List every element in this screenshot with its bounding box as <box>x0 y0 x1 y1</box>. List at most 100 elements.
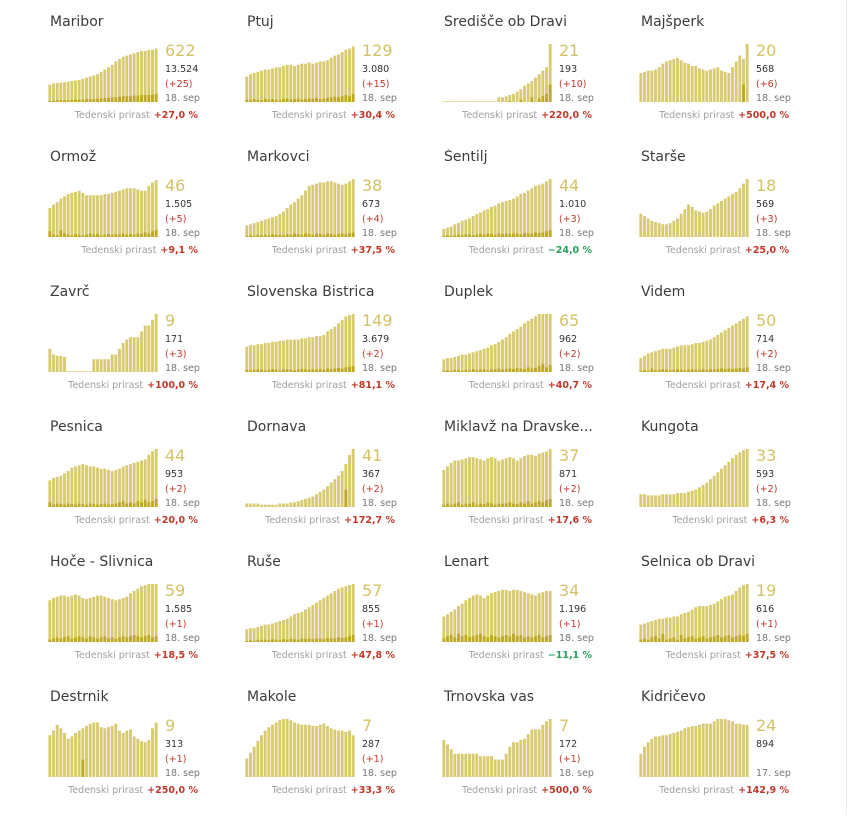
bar-daily <box>475 234 479 237</box>
weekly-growth-label: Tedenski prirast <box>462 785 538 796</box>
date-label: 18. sep <box>362 93 397 104</box>
bar-7day <box>99 727 103 777</box>
bar-daily <box>534 232 537 237</box>
daily-delta-value: (+2) <box>756 349 778 360</box>
bar-daily <box>249 640 252 642</box>
total-cases-value: 1.585 <box>165 604 193 615</box>
bar-7day <box>690 344 694 372</box>
bar-7day <box>81 78 85 102</box>
bar-7day <box>282 66 285 102</box>
weekly-growth-row: Tedenski prirast +33,3 % <box>272 785 395 796</box>
bar-daily <box>271 639 274 642</box>
bar-7day <box>453 753 457 777</box>
active-cases-value: 9 <box>165 311 176 330</box>
bar-daily <box>333 638 337 642</box>
bar-7day <box>442 616 446 642</box>
bar-7day <box>74 594 77 642</box>
total-cases-value: 962 <box>559 334 578 345</box>
bar-7day <box>125 339 129 372</box>
bar-7day <box>723 71 727 102</box>
weekly-growth-value: +37,5 % <box>350 245 395 256</box>
bar-7day <box>442 228 446 237</box>
bar-7day <box>107 727 110 777</box>
bar-daily <box>464 234 468 237</box>
weekly-growth-value: +142,9 % <box>738 785 789 796</box>
bar-7day <box>453 101 457 102</box>
bar-7day <box>129 729 132 777</box>
bar-7day <box>530 81 534 102</box>
bar-7day <box>151 319 154 372</box>
bar-7day <box>460 354 464 372</box>
bar-daily <box>304 369 307 372</box>
weekly-growth-row: Tedenski prirast +30,4 % <box>272 110 395 121</box>
total-cases-value: 714 <box>756 334 775 345</box>
bar-7day <box>661 618 665 642</box>
bar-daily <box>99 637 103 642</box>
weekly-growth-label: Tedenski prirast <box>271 245 347 256</box>
bar-7day <box>285 339 289 372</box>
weekly-growth-label: Tedenski prirast <box>74 650 150 661</box>
bar-7day <box>293 202 296 237</box>
bar-7day <box>285 719 289 777</box>
bar-daily <box>85 638 88 642</box>
bar-7day <box>48 600 52 642</box>
bar-daily <box>471 502 475 507</box>
bar-7day <box>526 454 530 507</box>
bar-daily <box>293 370 296 372</box>
bar-7day <box>679 345 683 372</box>
bar-7day <box>245 629 249 642</box>
bar-7day <box>107 469 110 507</box>
weekly-growth-value: +17,6 % <box>547 515 592 526</box>
bar-daily <box>504 233 508 237</box>
bar-daily <box>121 636 125 642</box>
bar-7day <box>650 220 654 237</box>
bar-daily <box>712 369 716 372</box>
bar-7day <box>296 501 300 507</box>
bar-daily <box>493 636 497 642</box>
bar-7day <box>344 731 348 777</box>
bar-7day <box>307 607 311 642</box>
bar-daily <box>541 502 545 507</box>
bar-7day <box>63 356 66 372</box>
bar-7day <box>285 503 289 507</box>
bar-7day <box>523 738 526 777</box>
bar-daily <box>256 369 260 372</box>
bar-daily <box>143 95 147 102</box>
municipality-name: Slovenska Bistrica <box>247 284 375 300</box>
bar-7day <box>271 724 274 777</box>
bar-7day <box>523 323 526 372</box>
bar-7day <box>48 480 52 507</box>
bar-7day <box>490 101 493 102</box>
active-cases-value: 9 <box>165 716 176 735</box>
bar-7day <box>486 458 490 507</box>
bar-7day <box>318 336 322 372</box>
bar-daily <box>479 503 482 507</box>
bar-7day <box>52 730 55 777</box>
municipality-card: Duplek 65 962 (+2) 18. sep Tedenski prirast +4… <box>442 284 632 414</box>
date-label: 17. sep <box>756 768 791 779</box>
bar-daily <box>351 366 355 372</box>
bar-daily <box>731 369 734 372</box>
bar-daily <box>501 636 504 642</box>
bar-daily <box>267 369 271 372</box>
bar-daily <box>318 99 322 102</box>
bar-daily <box>676 639 679 642</box>
bar-7day <box>512 93 515 102</box>
bar-daily <box>534 502 537 507</box>
bar-7day <box>486 756 490 777</box>
total-cases-value: 313 <box>165 739 184 750</box>
bar-7day <box>668 494 672 507</box>
bar-7day <box>479 212 482 237</box>
bar-daily <box>479 633 482 642</box>
bar-7day <box>107 359 110 372</box>
bar-7day <box>77 595 81 642</box>
bar-7day <box>55 355 59 372</box>
bar-7day <box>147 325 151 372</box>
bar-7day <box>672 732 676 777</box>
bar-daily <box>260 369 263 372</box>
bar-7day <box>687 63 690 102</box>
bar-7day <box>712 68 716 102</box>
bar-7day <box>300 195 304 237</box>
bar-7day <box>274 341 278 372</box>
bar-7day <box>143 190 147 237</box>
